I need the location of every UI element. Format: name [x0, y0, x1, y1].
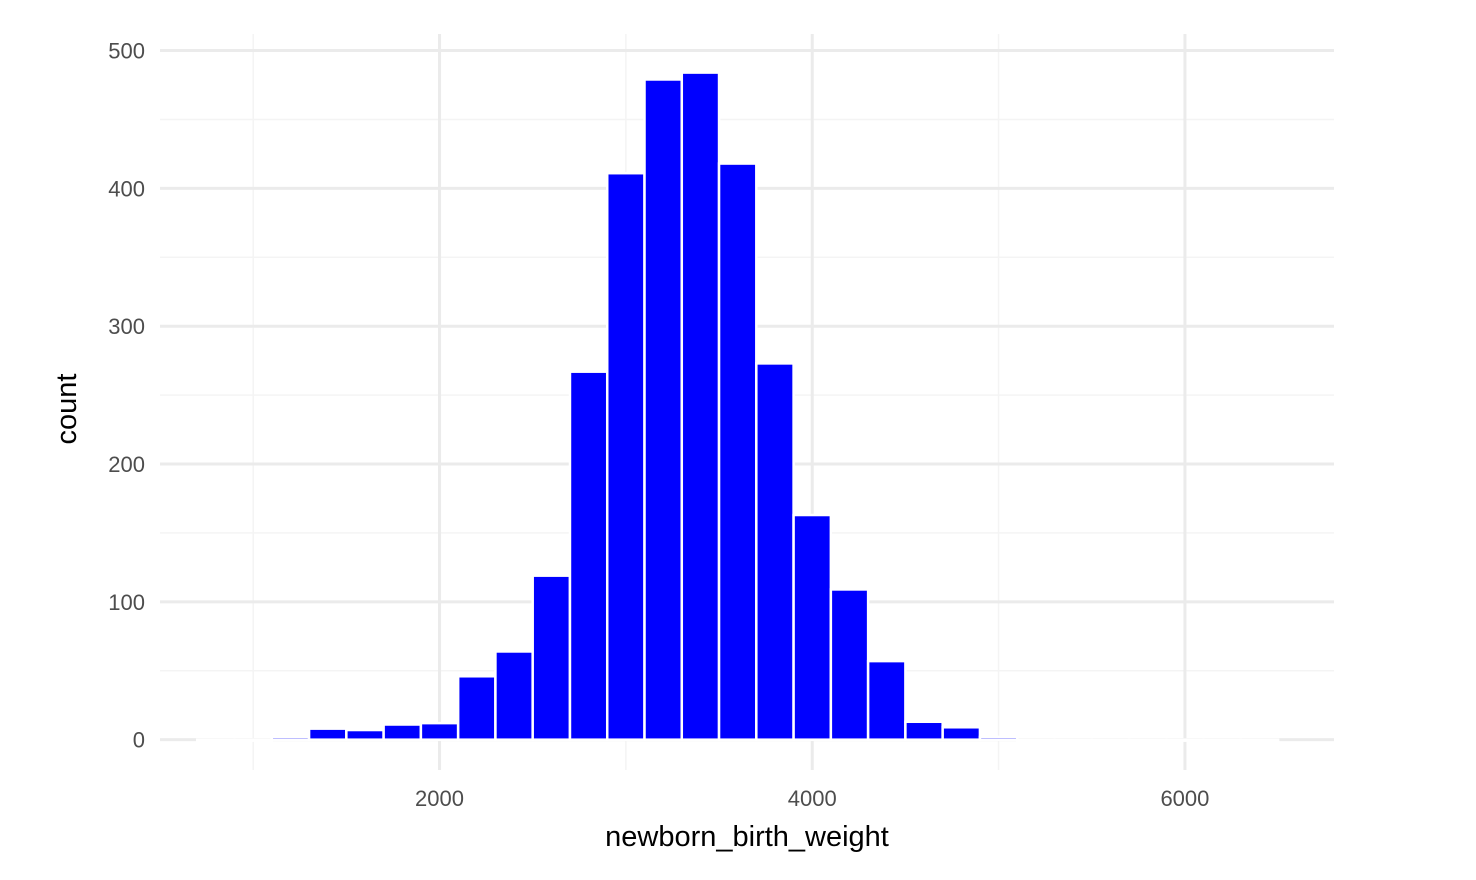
histogram-bar [1202, 738, 1243, 742]
histogram-bar [1127, 738, 1168, 742]
histogram-bar [1053, 738, 1093, 742]
histogram-bar [829, 588, 870, 741]
y-axis-title: count [51, 374, 83, 445]
y-tick-label: 500 [108, 39, 145, 64]
histogram-bar [717, 162, 758, 741]
histogram-bar [419, 721, 460, 741]
histogram-bar [382, 723, 423, 741]
x-tick-label: 2000 [415, 786, 464, 811]
histogram-bar [755, 362, 795, 741]
histogram-bar [568, 370, 609, 741]
histogram-bar [1165, 738, 1205, 742]
histogram-bars [196, 71, 1280, 742]
histogram-bar [866, 659, 907, 741]
histogram-bar [233, 738, 274, 742]
x-axis-title: newborn_birth_weight [605, 821, 889, 853]
histogram-bar [605, 171, 646, 741]
y-tick-label: 400 [108, 176, 145, 201]
y-tick-label: 0 [133, 728, 145, 753]
histogram-bar [643, 78, 684, 741]
histogram-bar [680, 71, 721, 741]
histogram-bar [307, 727, 348, 741]
histogram-bar [531, 574, 572, 741]
y-tick-label: 300 [108, 314, 145, 339]
histogram-bar [1090, 738, 1131, 742]
y-tick-label: 100 [108, 590, 145, 615]
histogram-bar [1239, 738, 1280, 742]
histogram-bar [1015, 738, 1056, 742]
x-tick-label: 6000 [1160, 786, 1209, 811]
histogram-bar [941, 726, 982, 741]
histogram-bar [270, 735, 311, 741]
y-tick-label: 200 [108, 452, 145, 477]
histogram-bar [196, 738, 236, 742]
histogram-bar [456, 675, 497, 741]
histogram-bar [904, 720, 944, 741]
y-axis-tick-labels: 0 100 200 300 400 500 [108, 39, 145, 753]
x-tick-label: 4000 [788, 786, 837, 811]
histogram-bar [978, 735, 1019, 741]
histogram-bar [494, 650, 534, 741]
x-axis-tick-labels: 2000 4000 6000 [415, 786, 1209, 811]
histogram-bar [345, 728, 385, 741]
histogram-bar [792, 513, 833, 741]
